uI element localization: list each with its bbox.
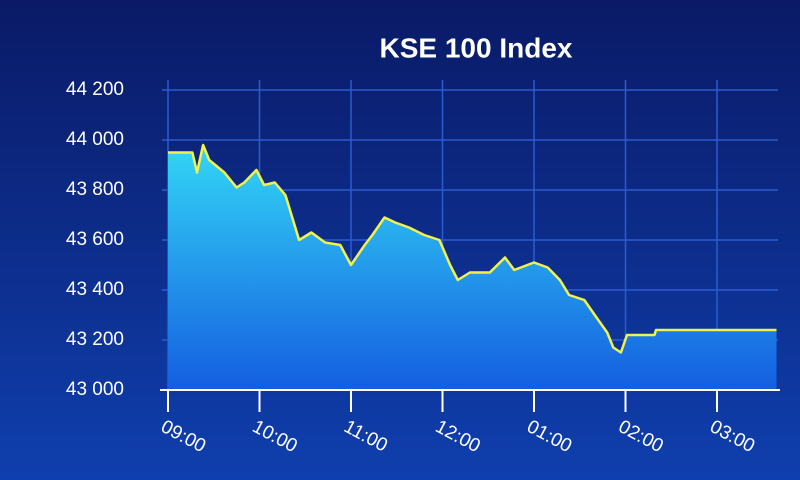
y-tick-label: 43 600 <box>66 229 124 250</box>
line <box>168 143 777 354</box>
y-tick-label: 44 200 <box>66 79 124 100</box>
y-tick-label: 44 000 <box>66 129 124 150</box>
area <box>168 145 777 390</box>
y-tick-label: 43 200 <box>66 329 124 350</box>
y-tick-label: 43 000 <box>66 379 124 400</box>
chart-title: KSE 100 Index <box>380 32 573 63</box>
y-tick-label: 43 800 <box>66 179 124 200</box>
y-tick-label: 43 400 <box>66 279 124 300</box>
